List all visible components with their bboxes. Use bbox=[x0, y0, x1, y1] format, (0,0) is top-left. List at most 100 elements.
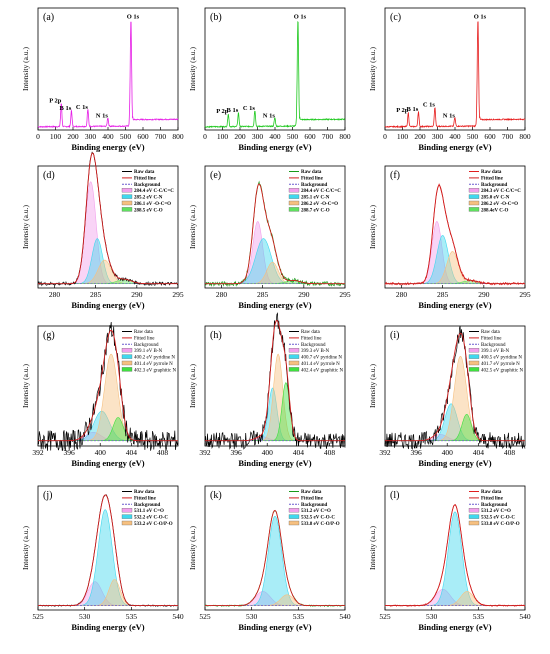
x-tick-label: 800 bbox=[339, 132, 351, 141]
panel-label: (k) bbox=[210, 490, 222, 501]
x-tick-label: 300 bbox=[85, 132, 97, 141]
legend-entry: 401.4 eV pyrrole N bbox=[134, 362, 173, 367]
component-peak bbox=[38, 259, 178, 284]
y-axis-label: Intensity (a.u.) bbox=[368, 364, 377, 408]
legend-entry: 284.4 eV C-C/C=C bbox=[134, 189, 174, 194]
legend-entry: 288.5 eV C-O bbox=[134, 208, 163, 213]
x-tick-label: 400 bbox=[262, 448, 274, 457]
legend-swatch bbox=[288, 188, 300, 193]
legend-entry: 399.1 eV B-N bbox=[481, 349, 509, 354]
legend-swatch bbox=[288, 514, 300, 519]
x-tick-label: 700 bbox=[322, 132, 334, 141]
axes-frame bbox=[384, 165, 526, 289]
x-tick-label: 290 bbox=[298, 290, 310, 299]
legend-entry: 400.5 eV pyridine N bbox=[481, 356, 522, 361]
panel-d: 280 285 290 295 Binding energy (eV) Intensity… bbox=[21, 151, 184, 310]
x-tick-label: 0 bbox=[383, 132, 387, 141]
panel-label: (f) bbox=[390, 170, 400, 181]
legend-swatch bbox=[468, 194, 480, 199]
peak-label: P 2p bbox=[396, 107, 408, 114]
panel-f: 280 285 290 295 Binding energy (eV) Intensity… bbox=[368, 165, 531, 310]
legend-entry: 288.7 eV C-O bbox=[301, 208, 330, 213]
axes-frame bbox=[384, 485, 526, 611]
legend-swatch bbox=[121, 188, 133, 193]
legend-swatch bbox=[468, 207, 480, 212]
legend-entry: Raw data bbox=[301, 490, 322, 495]
legend-entry: 401.4 eV pyrrole N bbox=[301, 362, 340, 367]
legend-entry: Fitted line bbox=[301, 336, 322, 341]
panel-k: 525 530 535 540 Binding energy (eV) Intensity… bbox=[188, 485, 351, 632]
legend-swatch bbox=[288, 354, 300, 359]
legend-entry: 401.7 eV pyrrole N bbox=[481, 362, 520, 367]
y-axis-label: Intensity (a.u.) bbox=[188, 364, 197, 408]
legend-swatch bbox=[468, 514, 480, 519]
x-tick-label: 100 bbox=[397, 132, 409, 141]
x-tick-label: 396 bbox=[230, 448, 242, 457]
x-tick-label: 285 bbox=[90, 290, 102, 299]
x-tick-label: 408 bbox=[324, 448, 336, 457]
panel-c: 0 100 200 300 400 500 600 700 800 Binding energy … bbox=[368, 7, 531, 152]
component-peak bbox=[205, 515, 345, 606]
fitted-line-series bbox=[38, 329, 178, 442]
x-tick-label: 530 bbox=[246, 612, 258, 621]
legend-swatch bbox=[288, 194, 300, 199]
legend-entry: 533.8 eV C-O/P-O bbox=[301, 522, 340, 527]
legend-entry: Fitted line bbox=[481, 336, 502, 341]
x-axis-label: Binding energy (eV) bbox=[418, 142, 491, 152]
y-axis-label: Intensity (a.u.) bbox=[188, 47, 197, 91]
x-tick-label: 540 bbox=[172, 612, 184, 621]
peak-label: P 2p bbox=[49, 97, 61, 104]
x-tick-label: 396 bbox=[63, 448, 75, 457]
legend-swatch bbox=[121, 508, 133, 513]
peak-label: O 1s bbox=[127, 14, 140, 21]
x-tick-label: 295 bbox=[172, 290, 184, 299]
x-tick-label: 300 bbox=[432, 132, 444, 141]
peak-label: N 1s bbox=[96, 112, 109, 119]
y-axis-label: Intensity (a.u.) bbox=[368, 526, 377, 570]
legend-swatch bbox=[288, 367, 300, 372]
legend-entry: Background bbox=[134, 343, 159, 348]
legend-entry: 532.5 eV C-O-C bbox=[481, 516, 515, 521]
legend-swatch bbox=[121, 367, 133, 372]
legend-swatch bbox=[288, 520, 300, 526]
x-tick-label: 392 bbox=[199, 448, 211, 457]
peak-label: O 1s bbox=[294, 14, 307, 21]
legend-entry: 288.4eV C-O bbox=[481, 208, 509, 213]
x-tick-label: 535 bbox=[126, 612, 138, 621]
x-tick-label: 525 bbox=[199, 612, 211, 621]
y-axis-label: Intensity (a.u.) bbox=[21, 205, 30, 249]
x-tick-label: 400 bbox=[269, 132, 281, 141]
survey-series bbox=[384, 21, 526, 129]
x-tick-label: 200 bbox=[234, 132, 246, 141]
y-axis-label: Intensity (a.u.) bbox=[188, 205, 197, 249]
x-tick-label: 290 bbox=[478, 290, 490, 299]
x-tick-label: 525 bbox=[379, 612, 391, 621]
panel-label: (g) bbox=[43, 330, 55, 341]
x-axis-label: Binding energy (eV) bbox=[418, 458, 491, 468]
legend-entry: 402.3 eV graphitic N bbox=[134, 368, 177, 373]
legend-swatch bbox=[121, 354, 133, 359]
panel-label: (j) bbox=[43, 490, 52, 501]
peak-label: N 1s bbox=[443, 112, 456, 119]
panel-label: (a) bbox=[43, 12, 54, 23]
x-axis-label: Binding energy (eV) bbox=[238, 622, 311, 632]
legend-entry: Raw data bbox=[481, 170, 502, 175]
x-tick-label: 200 bbox=[67, 132, 79, 141]
x-tick-label: 290 bbox=[131, 290, 143, 299]
axes-frame bbox=[204, 165, 346, 289]
legend-entry: Background bbox=[134, 183, 161, 188]
component-peak bbox=[205, 353, 345, 441]
legend-entry: 285.0 eV C-N bbox=[481, 196, 510, 201]
legend-entry: 532.2 eV C-O-C bbox=[134, 516, 168, 521]
legend-swatch bbox=[121, 194, 133, 199]
panel-l: 525 530 535 540 Binding energy (eV) Intensity… bbox=[368, 485, 531, 632]
legend-entry: 286.2 eV -O-C=O bbox=[481, 202, 518, 207]
survey-series bbox=[204, 20, 345, 129]
legend-entry: 284.4 eV C-C/C=C bbox=[301, 189, 341, 194]
x-tick-label: 100 bbox=[217, 132, 229, 141]
x-tick-label: 535 bbox=[293, 612, 305, 621]
legend-swatch bbox=[288, 348, 300, 353]
legend-swatch bbox=[468, 188, 480, 193]
legend-entry: 399.3 eV B-N bbox=[301, 349, 329, 354]
x-axis-label: Binding energy (eV) bbox=[238, 458, 311, 468]
